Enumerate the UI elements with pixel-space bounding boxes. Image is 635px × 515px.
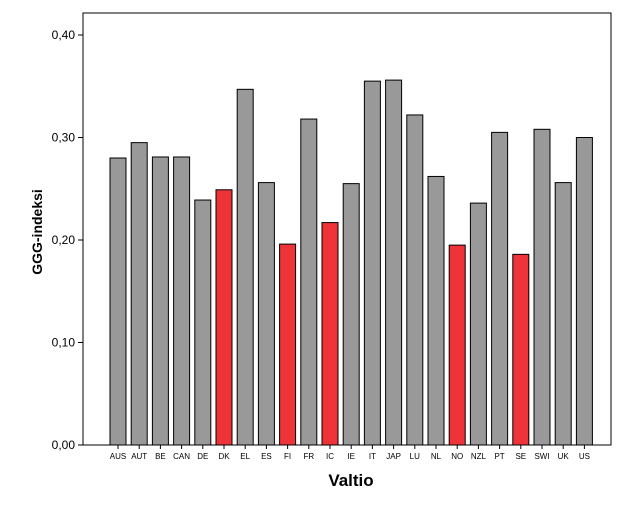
x-axis: AUS AUT BE CAN DE DK EL ES FI FR IC IE IT JAP LU NL NO NZ… [110,445,590,461]
x-tick-label: ES [261,452,272,461]
x-tick-label: NZL [471,452,487,461]
bar-es [257,182,275,446]
bar-fr [300,118,318,446]
bar-it [363,80,381,446]
x-tick-label: DK [218,452,230,461]
bars [109,79,593,446]
y-tick-label: 0,40 [52,28,76,42]
bar-us [575,137,593,446]
bar-nzl [469,202,487,446]
x-tick-label: FI [284,452,291,461]
x-tick-label: BE [155,452,166,461]
x-tick-label: IC [326,452,334,461]
x-tick-label: NO [451,452,463,461]
bar-de [194,199,212,446]
y-tick-label: 0,30 [52,131,76,145]
bar-uk [554,182,572,446]
y-axis-title: GGG-indeksi [29,189,45,275]
x-tick-label: AUS [110,452,126,461]
x-tick-label: UK [558,452,570,461]
x-tick-label: JAP [386,452,401,461]
bar-el [236,88,254,446]
bar-aus [109,157,127,446]
x-axis-title: Valtio [328,471,373,490]
x-tick-label: AUT [131,452,147,461]
bar-aut [130,142,148,446]
bar-pt [491,131,509,446]
bar-dk [215,189,233,446]
bar-nl [427,175,445,446]
y-tick-label: 0,00 [52,438,76,452]
bar-se [512,253,530,446]
x-tick-label: FR [303,452,314,461]
x-tick-label: LU [410,452,420,461]
bar-no [448,244,466,446]
bar-fi [279,243,297,446]
x-tick-label: DE [197,452,208,461]
x-tick-label: SE [515,452,526,461]
x-tick-label: CAN [173,452,190,461]
x-tick-label: IE [347,452,355,461]
bar-lu [406,114,424,446]
bar-can [173,156,191,446]
x-tick-label: US [579,452,590,461]
bar-ic [321,222,339,446]
y-tick-label: 0,10 [52,336,76,350]
x-tick-label: NL [431,452,442,461]
y-tick-label: 0,20 [52,233,76,247]
bar-swi [533,128,551,446]
x-tick-label: EL [240,452,250,461]
x-tick-label: IT [369,452,376,461]
bar-ie [342,183,360,446]
bar-jap [385,79,403,446]
y-axis: 0,00 0,10 0,20 0,30 0,40 [52,28,83,452]
bar-be [151,156,169,446]
x-tick-label: PT [494,452,504,461]
x-tick-label: SWI [534,452,549,461]
